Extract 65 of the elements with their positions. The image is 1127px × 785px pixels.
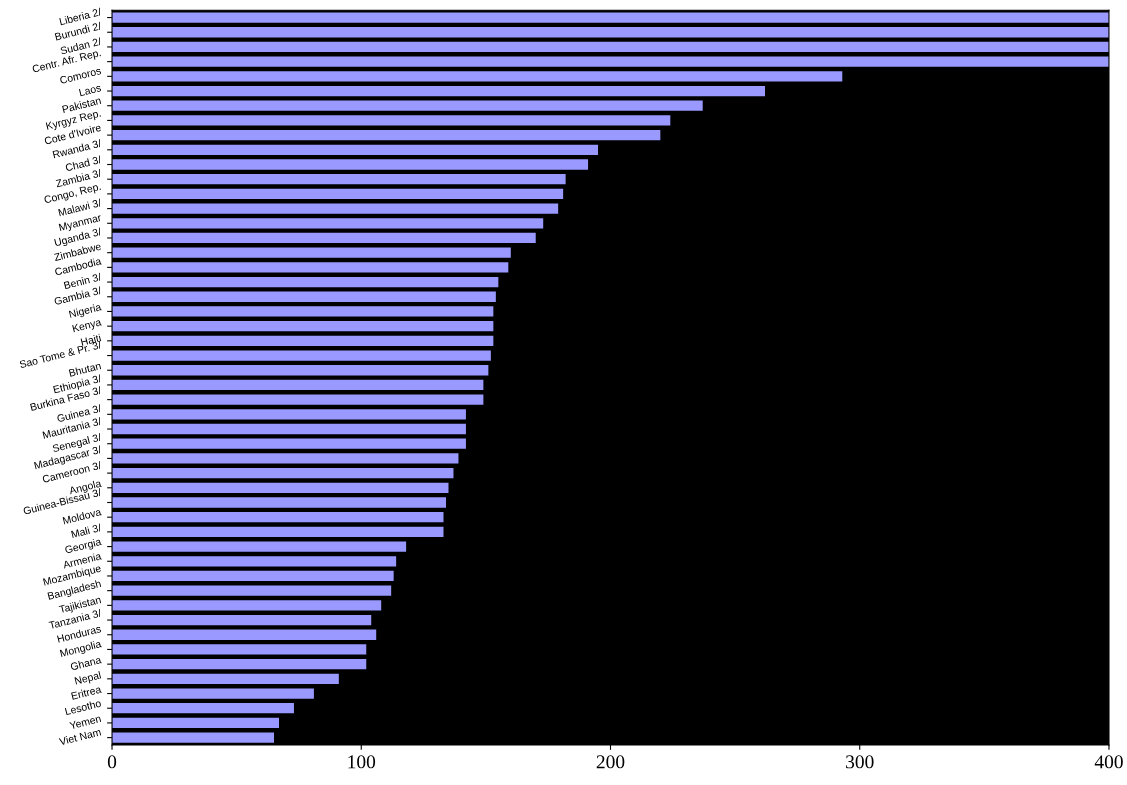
bar bbox=[112, 585, 392, 596]
bar bbox=[112, 350, 491, 361]
bar bbox=[112, 644, 367, 655]
bar bbox=[112, 100, 703, 111]
bar bbox=[112, 673, 339, 684]
x-tick-label: 200 bbox=[596, 755, 625, 769]
y-tick-label: Laos bbox=[78, 84, 102, 97]
y-tick-label: Kenya bbox=[72, 318, 103, 335]
bar bbox=[112, 41, 1109, 53]
bar bbox=[112, 556, 397, 567]
bar bbox=[112, 203, 559, 214]
x-tick-label: 300 bbox=[846, 755, 874, 769]
x-tick-label: 400 bbox=[1094, 755, 1123, 769]
bar bbox=[112, 717, 280, 729]
bar bbox=[112, 306, 494, 317]
bar bbox=[112, 247, 511, 258]
bar bbox=[112, 115, 671, 126]
y-tick-label: Comoros bbox=[59, 66, 102, 85]
y-tick-label: Mali 3/ bbox=[71, 523, 102, 539]
y-tick-label: Eritrea bbox=[71, 685, 102, 700]
bar bbox=[112, 159, 589, 170]
bar bbox=[112, 71, 843, 82]
bar bbox=[112, 541, 407, 552]
y-tick-label: Nepal bbox=[74, 671, 102, 687]
bar bbox=[112, 497, 446, 508]
bar bbox=[112, 732, 275, 743]
bar bbox=[112, 379, 484, 391]
bar bbox=[112, 188, 564, 200]
bar bbox=[112, 56, 1109, 67]
bar bbox=[112, 570, 394, 582]
bar bbox=[112, 232, 536, 244]
bar bbox=[112, 276, 499, 288]
y-tick-label: Yemen bbox=[69, 714, 102, 730]
bar bbox=[112, 688, 314, 699]
bar bbox=[112, 467, 454, 479]
bar bbox=[112, 129, 661, 141]
bar bbox=[112, 27, 1109, 38]
bar bbox=[112, 144, 599, 155]
bar bbox=[112, 512, 444, 523]
bar bbox=[112, 409, 466, 420]
bar bbox=[112, 629, 377, 640]
bar bbox=[112, 482, 449, 493]
bar bbox=[112, 321, 494, 332]
y-tick-label: Nigeria bbox=[68, 302, 103, 320]
bar bbox=[112, 85, 766, 97]
y-tick-label: Ghana bbox=[70, 655, 102, 671]
bar bbox=[112, 423, 466, 435]
bar bbox=[112, 394, 484, 405]
y-tick-label: Lesotho bbox=[64, 699, 102, 716]
x-tick-label: 0 bbox=[107, 755, 117, 769]
bar bbox=[112, 703, 294, 714]
bar bbox=[112, 335, 494, 346]
bar bbox=[112, 453, 459, 464]
bar bbox=[112, 614, 372, 626]
bar bbox=[112, 262, 509, 273]
bar bbox=[112, 291, 496, 302]
bar bbox=[112, 438, 466, 449]
bar bbox=[112, 218, 544, 229]
bar bbox=[112, 526, 444, 538]
bar bbox=[112, 365, 489, 376]
x-tick-label: 100 bbox=[348, 755, 376, 769]
y-tick-label: Pakistan bbox=[62, 96, 102, 114]
bar bbox=[112, 600, 382, 611]
bar bbox=[112, 174, 566, 185]
bar bbox=[112, 659, 367, 670]
